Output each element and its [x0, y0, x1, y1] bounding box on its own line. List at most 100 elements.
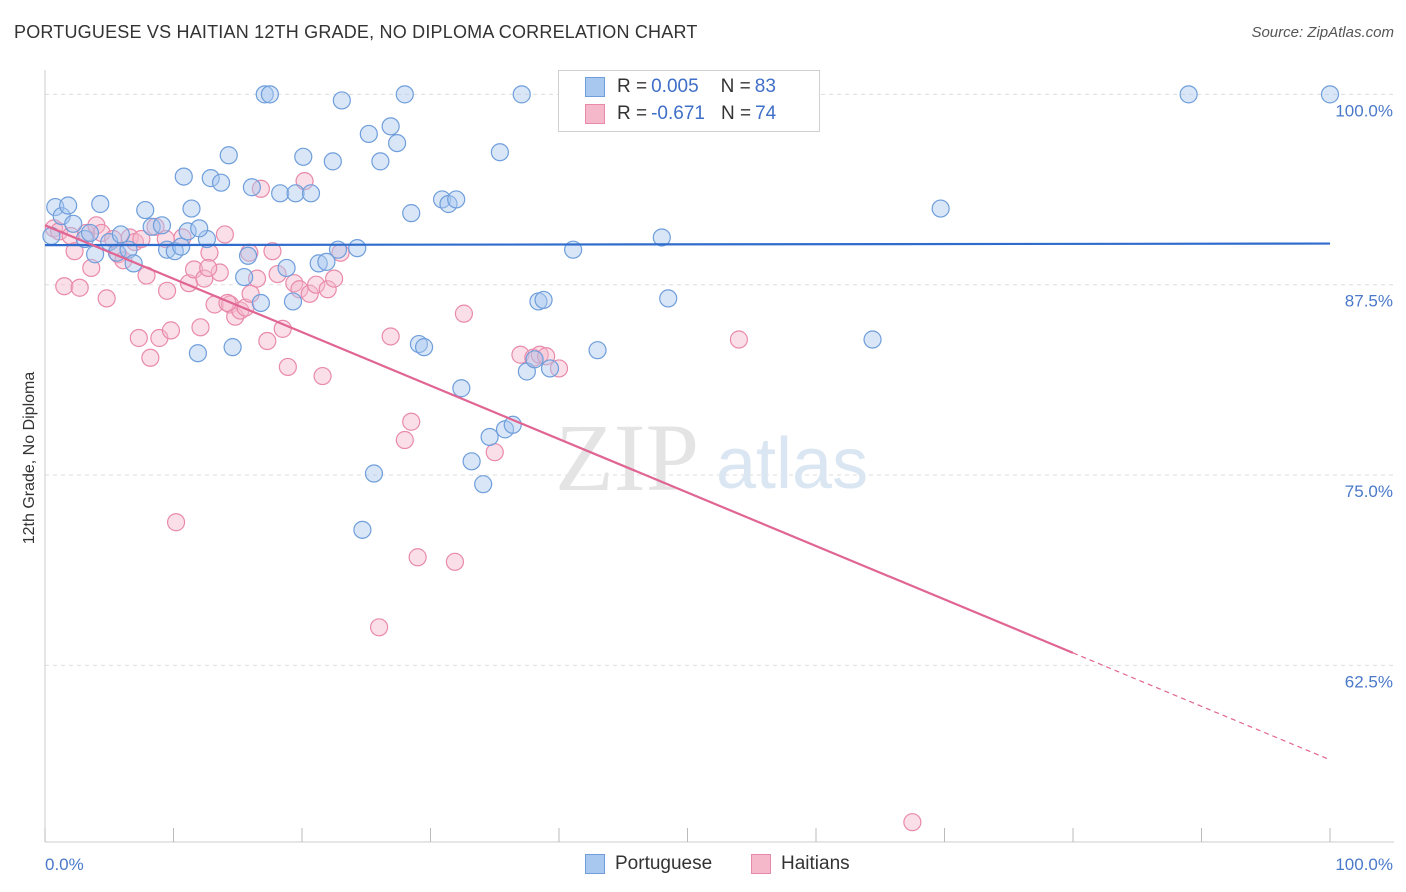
portuguese-point-41 — [309, 254, 328, 273]
haitians-point-31 — [210, 263, 229, 282]
portuguese-point-11 — [111, 225, 130, 244]
bottom-legend-swatch-haitians — [751, 854, 771, 874]
haitians-point-55 — [395, 430, 414, 450]
haitians-point-60 — [454, 304, 474, 323]
portuguese-point-51 — [387, 133, 407, 153]
watermark: ZIP atlas — [555, 404, 868, 511]
bottom-legend-swatch-portuguese — [585, 854, 605, 874]
haitians-point-44 — [278, 357, 297, 377]
haitians-point-43 — [273, 319, 292, 338]
bottom-legend-portuguese: Portuguese — [585, 852, 712, 876]
portuguese-point-78 — [931, 199, 950, 218]
haitians-point-48 — [300, 284, 319, 303]
haitians-trend-line — [44, 224, 1074, 654]
portuguese-points — [42, 85, 1340, 539]
portuguese-point-82 — [190, 219, 209, 238]
portuguese-point-20 — [174, 167, 193, 186]
haitians-point-27 — [191, 318, 210, 337]
legend-r-label: R = — [617, 103, 648, 124]
portuguese-point-54 — [409, 334, 429, 354]
y-tick-label-2: 75.0% — [1345, 482, 1393, 501]
haitians-point-42 — [268, 264, 287, 284]
portuguese-point-49 — [353, 520, 372, 539]
watermark-atlas: atlas — [716, 424, 868, 504]
portuguese-point-42 — [323, 152, 342, 171]
haitians-point-56 — [402, 412, 421, 431]
y-tick-label-0: 100.0% — [1335, 101, 1393, 120]
haitians-point-67 — [729, 330, 749, 349]
portuguese-point-55 — [414, 338, 434, 357]
haitians-point-7 — [82, 258, 101, 278]
portuguese-point-45 — [348, 239, 367, 258]
portuguese-point-50 — [381, 117, 400, 136]
portuguese-point-16 — [152, 216, 172, 235]
portuguese-point-46 — [359, 124, 378, 144]
haitians-point-28 — [195, 269, 214, 288]
portuguese-point-77 — [863, 330, 882, 349]
haitians-point-10 — [97, 289, 116, 308]
portuguese-point-61 — [474, 475, 493, 494]
portuguese-point-26 — [211, 173, 231, 192]
chart-title: PORTUGUESE VS HAITIAN 12TH GRADE, NO DIP… — [14, 22, 698, 42]
portuguese-point-44 — [332, 91, 351, 110]
portuguese-point-47 — [364, 464, 384, 483]
y-tick-label-3: 62.5% — [1345, 672, 1393, 691]
haitians-point-73 — [199, 258, 218, 278]
haitians-point-37 — [241, 284, 260, 303]
source-credit: Source: ZipAtlas.com — [1251, 24, 1394, 41]
haitians-point-52 — [325, 269, 344, 288]
legend-row-haitians: R = -0.671 N = 74 — [617, 102, 776, 126]
portuguese-trend-line — [44, 242, 1331, 247]
haitians-point-26 — [184, 260, 204, 279]
portuguese-point-27 — [219, 146, 238, 165]
haitians-point-57 — [408, 548, 427, 567]
haitians-point-18 — [141, 348, 160, 367]
legend-r-label: R = — [617, 76, 648, 97]
legend-swatch-portuguese — [585, 77, 605, 97]
y-tick-labels: 100.0% 87.5% 75.0% 62.5% — [1335, 101, 1393, 691]
portuguese-point-23 — [188, 344, 208, 363]
portuguese-point-71 — [540, 359, 560, 378]
y-tick-label-1: 87.5% — [1345, 292, 1393, 311]
haitians-point-51 — [318, 280, 337, 299]
haitians-point-16 — [132, 229, 151, 249]
haitians-point-19 — [146, 217, 165, 236]
portuguese-point-6 — [80, 223, 100, 243]
legend: R = 0.005 N = 83 R = -0.671 N = 74 — [558, 70, 820, 132]
haitians-point-49 — [307, 275, 326, 294]
portuguese-point-32 — [251, 293, 270, 313]
haitians-point-2 — [55, 277, 74, 296]
legend-n-label: N = — [720, 103, 752, 124]
portuguese-point-28 — [223, 338, 242, 357]
portuguese-point-60 — [462, 452, 481, 471]
haitians-point-40 — [258, 331, 277, 351]
portuguese-point-22 — [182, 199, 201, 218]
haitians-point-39 — [251, 179, 270, 198]
bottom-legend-label-haitians: Haitians — [781, 853, 850, 874]
portuguese-point-34 — [260, 85, 279, 104]
portuguese-point-31 — [242, 178, 261, 197]
legend-r-value: 0.005 — [651, 76, 699, 97]
portuguese-point-40 — [301, 184, 321, 203]
x-axis-ticks — [44, 828, 1331, 842]
legend-n-value: 74 — [755, 103, 777, 124]
portuguese-point-53 — [402, 204, 421, 223]
axes — [44, 70, 1394, 843]
haitians-point-61 — [485, 443, 504, 462]
portuguese-point-48 — [371, 152, 390, 171]
portuguese-point-76 — [659, 289, 678, 308]
portuguese-point-81 — [317, 252, 336, 271]
haitians-point-41 — [263, 242, 282, 261]
portuguese-point-38 — [286, 184, 305, 203]
watermark-zip: ZIP — [555, 404, 699, 511]
portuguese-point-68 — [525, 350, 544, 369]
legend-swatch-haitians — [585, 104, 605, 124]
portuguese-point-58 — [447, 190, 466, 209]
portuguese-point-19 — [172, 237, 191, 256]
portuguese-point-35 — [271, 184, 290, 203]
haitians-point-22 — [161, 321, 181, 340]
haitians-point-72 — [129, 328, 148, 348]
haitians-point-50 — [313, 366, 332, 386]
haitians-point-68 — [903, 813, 922, 832]
